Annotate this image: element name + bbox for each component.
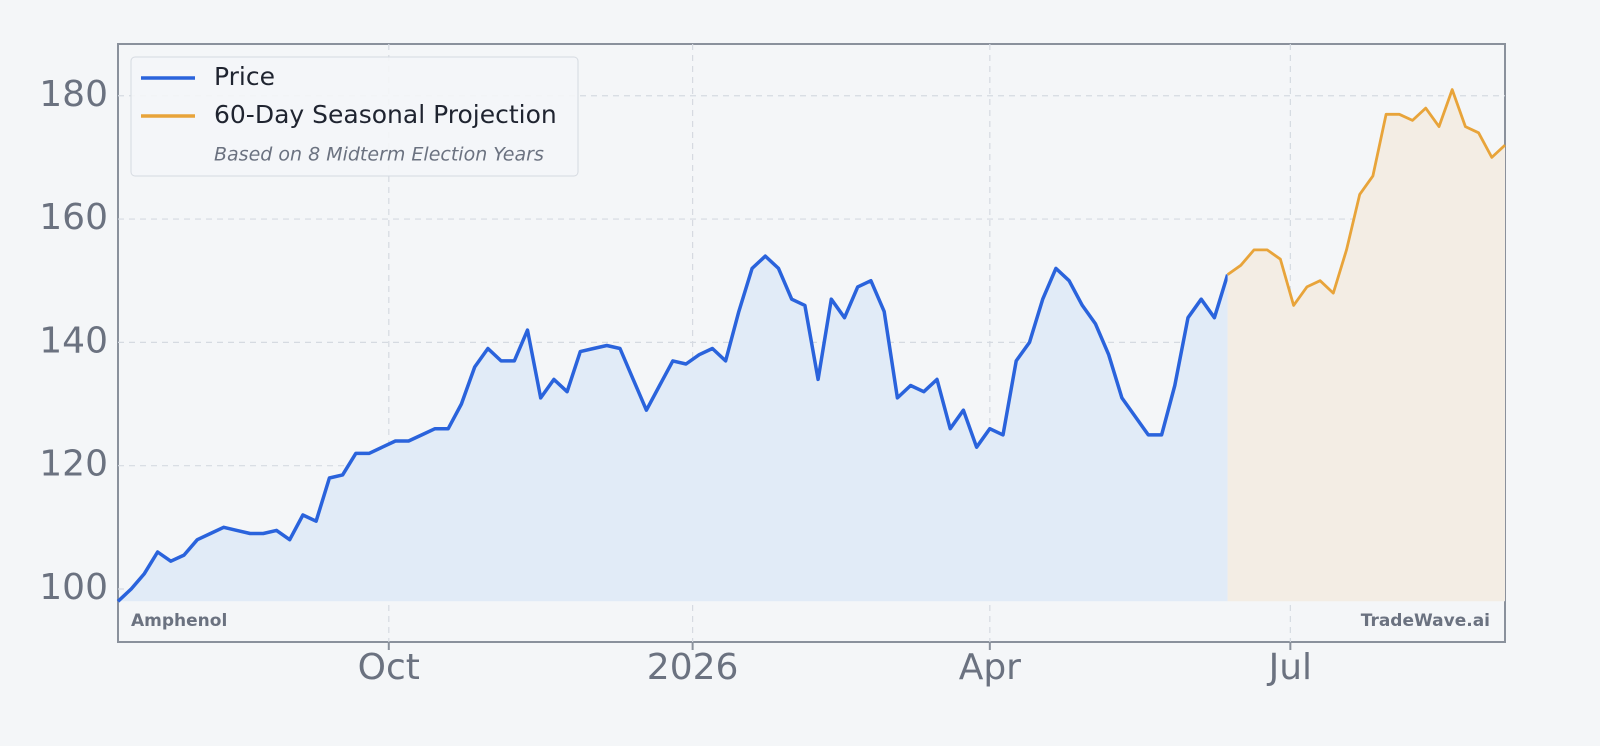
y-tick-label: 160: [39, 197, 108, 238]
x-tick-label: Oct: [358, 647, 420, 688]
area: [1227, 89, 1505, 602]
marks: [116, 88, 1506, 603]
legend-label: 60-Day Seasonal Projection: [214, 100, 557, 129]
annotation: Amphenol: [131, 611, 227, 631]
legend-label: Price: [214, 62, 275, 91]
y-tick-label: 100: [39, 567, 108, 608]
x-tick-label: Apr: [959, 647, 1021, 688]
x-tick-label: 2026: [647, 647, 739, 688]
line: [1226, 88, 1506, 307]
line: [116, 254, 1230, 603]
y-tick-label: 180: [39, 74, 108, 115]
legend-box: [130, 56, 579, 177]
x-tick-label: Jul: [1267, 647, 1312, 688]
y-tick-label: 140: [39, 320, 108, 361]
legend-note: Based on 8 Midterm Election Years: [214, 144, 544, 166]
y-tick-label: 120: [39, 444, 108, 485]
legend: Based on 8 Midterm Election Years Price 6…: [130, 56, 579, 177]
annotation: TradeWave.ai: [1361, 611, 1490, 631]
area: [118, 256, 1228, 602]
